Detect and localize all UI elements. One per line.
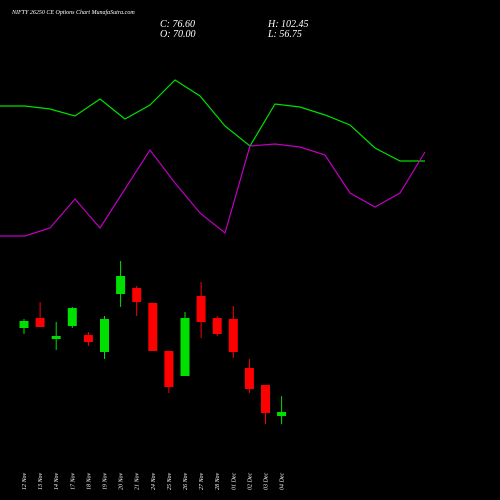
x-tick-label: 14 Nov (53, 472, 60, 490)
candle-body (51, 336, 61, 340)
high-label: H: 102.45 (267, 19, 309, 30)
x-tick-label: 21 Nov (135, 472, 141, 490)
x-tick-label: 04 Dec (279, 473, 286, 490)
x-tick-label: 03 Dec (264, 473, 270, 490)
x-tick-label: 01 Dec (231, 473, 237, 490)
x-tick-label: 28 Nov (215, 472, 221, 490)
candle-body (180, 318, 190, 376)
chart-title: NIFTY 26250 CE Options Chart MunafaSutra… (11, 9, 135, 16)
x-tick-label: 02 Dec (247, 473, 253, 490)
close-label: C: 76.60 (160, 19, 195, 30)
candle-body (148, 303, 158, 352)
x-tick-label: 17 Nov (70, 472, 76, 490)
line (0, 143, 426, 237)
candle-body (244, 367, 254, 389)
candle-body (83, 335, 93, 343)
candle-body (277, 412, 287, 417)
candle-body (196, 296, 206, 322)
candle-body (67, 308, 77, 327)
candle-body (35, 318, 45, 328)
line (0, 79, 425, 162)
x-tick-label: 25 Nov (167, 472, 173, 490)
candle-body (116, 275, 126, 294)
x-tick-label: 18 Nov (86, 472, 92, 490)
x-tick-label: 12 Nov (22, 472, 28, 490)
candle-body (212, 318, 222, 334)
open-label: O: 70.00 (160, 29, 196, 40)
candle-body (100, 318, 109, 352)
x-tick-label: 19 Nov (103, 472, 109, 490)
candle-body (19, 321, 29, 328)
x-tick-label: 27 Nov (199, 472, 205, 490)
x-tick-label: 20 Nov (119, 472, 125, 490)
candle-body (261, 384, 270, 413)
x-tick-label: 26 Nov (183, 472, 189, 490)
candle-body (164, 351, 174, 388)
candle-body (228, 318, 238, 352)
candle-body (132, 287, 142, 303)
low-label: L: 56.75 (267, 29, 302, 40)
x-tick-label: 13 Nov (38, 472, 44, 490)
x-tick-label: 24 Nov (150, 472, 157, 490)
